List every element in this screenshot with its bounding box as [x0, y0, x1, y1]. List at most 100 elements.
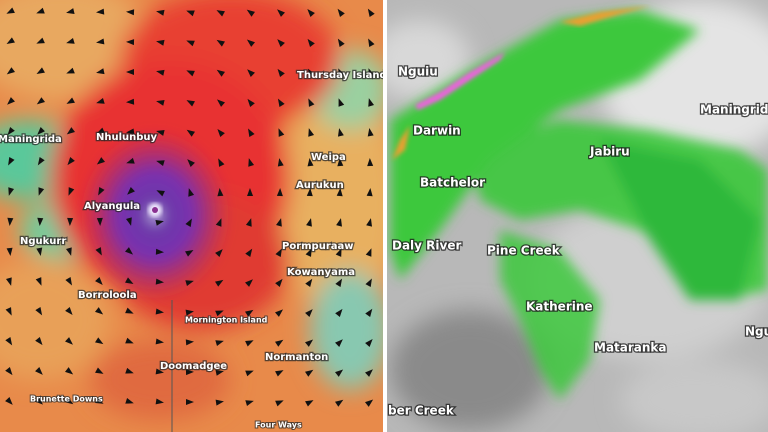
- radar-map: Nguiu Darwin Jabiru Maningrida Batchelor…: [387, 0, 768, 432]
- wind-arrow: [368, 98, 375, 107]
- wind-arrow: [125, 277, 134, 284]
- wind-arrow: [246, 39, 255, 47]
- wind-arrow: [127, 187, 135, 195]
- wind-arrow: [5, 397, 13, 405]
- wind-arrow: [126, 157, 135, 164]
- wind-arrow: [305, 248, 312, 257]
- wind-arrow: [125, 247, 134, 255]
- wind-arrow: [188, 188, 195, 197]
- wind-arrow: [338, 98, 345, 107]
- wind-arrow: [365, 278, 372, 287]
- wind-arrow: [185, 280, 194, 286]
- wind-arrow: [65, 367, 74, 375]
- wind-arrow: [185, 369, 194, 376]
- wind-arrow: [95, 397, 104, 404]
- wind-arrow: [65, 337, 73, 345]
- wind-arrow: [35, 277, 42, 286]
- wind-arrow: [335, 369, 344, 377]
- wind-arrow: [215, 369, 224, 376]
- wind-arrow: [36, 247, 43, 256]
- wind-arrow: [36, 37, 45, 44]
- wind-arrow: [155, 368, 164, 375]
- wind-arrow: [98, 187, 105, 196]
- wind-arrow: [37, 217, 44, 226]
- wind-arrow: [365, 369, 373, 377]
- wind-arrow: [126, 217, 132, 226]
- wind-arrow: [7, 217, 14, 226]
- place-label: Thursday Island: [297, 70, 387, 81]
- wind-arrow: [126, 98, 135, 105]
- wind-arrow: [95, 247, 102, 256]
- wind-arrow: [185, 309, 194, 316]
- wind-arrow: [216, 10, 225, 17]
- wind-arrow: [308, 98, 315, 107]
- wind-arrow: [305, 339, 314, 347]
- wind-arrow: [305, 278, 313, 287]
- wind-arrow: [96, 127, 105, 134]
- wind-arrow: [126, 128, 135, 135]
- wind-arrow: [335, 248, 342, 257]
- place-label: Borroloola: [78, 290, 137, 301]
- wind-arrow: [277, 39, 285, 47]
- wind-arrow: [65, 397, 74, 405]
- place-label: Weipa: [311, 152, 346, 163]
- wind-arrow: [215, 399, 224, 406]
- wind-arrow: [185, 399, 194, 406]
- wind-arrow: [215, 249, 223, 257]
- place-label: Four Ways: [255, 421, 302, 430]
- place-label: Maningrida: [0, 134, 62, 145]
- wind-arrow: [6, 37, 15, 45]
- wind-arrow: [36, 97, 45, 105]
- wind-arrow: [96, 97, 105, 104]
- wind-arrow: [338, 68, 345, 77]
- wind-arrow: [305, 369, 314, 377]
- wind-arrow: [186, 129, 195, 137]
- wind-arrow: [307, 68, 315, 77]
- wind-arrow: [156, 39, 165, 46]
- wind-arrow: [215, 279, 224, 287]
- place-label: Aurukun: [296, 180, 344, 191]
- place-label: Doomadgee: [160, 361, 227, 372]
- wind-arrow: [155, 248, 164, 255]
- wind-arrow: [367, 158, 374, 167]
- wind-arrow: [6, 247, 13, 256]
- wind-arrow: [65, 277, 73, 286]
- wind-arrow: [66, 67, 75, 74]
- wind-arrow: [185, 250, 194, 257]
- wind-arrow: [37, 157, 45, 166]
- wind-arrow: [275, 248, 282, 257]
- wind-arrow: [186, 70, 195, 77]
- wind-arrow: [368, 38, 375, 47]
- wind-arrow: [156, 69, 165, 76]
- wind-arrow: [96, 68, 105, 75]
- wind-arrow: [276, 188, 283, 197]
- wind-arrow: [276, 218, 282, 227]
- wind-arrow: [37, 127, 45, 135]
- wind-arrow: [35, 367, 43, 375]
- wind-arrow: [35, 337, 43, 346]
- wind-arrow: [367, 128, 374, 137]
- wind-arrow: [215, 310, 224, 317]
- wind-arrow: [125, 307, 134, 314]
- wind-arrow: [95, 277, 103, 285]
- wind-arrow: [5, 277, 12, 286]
- wind-arrow: [245, 370, 254, 377]
- wind-arrow: [278, 128, 285, 137]
- wind-arrow: [337, 128, 344, 137]
- place-label: Mornington Island: [185, 316, 268, 325]
- wind-arrow: [38, 187, 45, 196]
- wind-arrow: [7, 97, 15, 105]
- wind-arrow: [218, 158, 225, 167]
- wind-arrow: [366, 218, 373, 227]
- wind-arrow: [336, 218, 342, 227]
- wind-arrow: [66, 8, 75, 15]
- wind-arrow: [155, 338, 164, 345]
- place-label: Mataranka: [594, 341, 667, 355]
- wind-arrow: [275, 400, 284, 407]
- wind-arrow: [247, 188, 254, 197]
- wind-arrow: [305, 309, 313, 317]
- wind-arrow: [217, 128, 225, 137]
- place-label: ber Creek: [388, 404, 455, 418]
- place-label: Jabiru: [589, 145, 630, 159]
